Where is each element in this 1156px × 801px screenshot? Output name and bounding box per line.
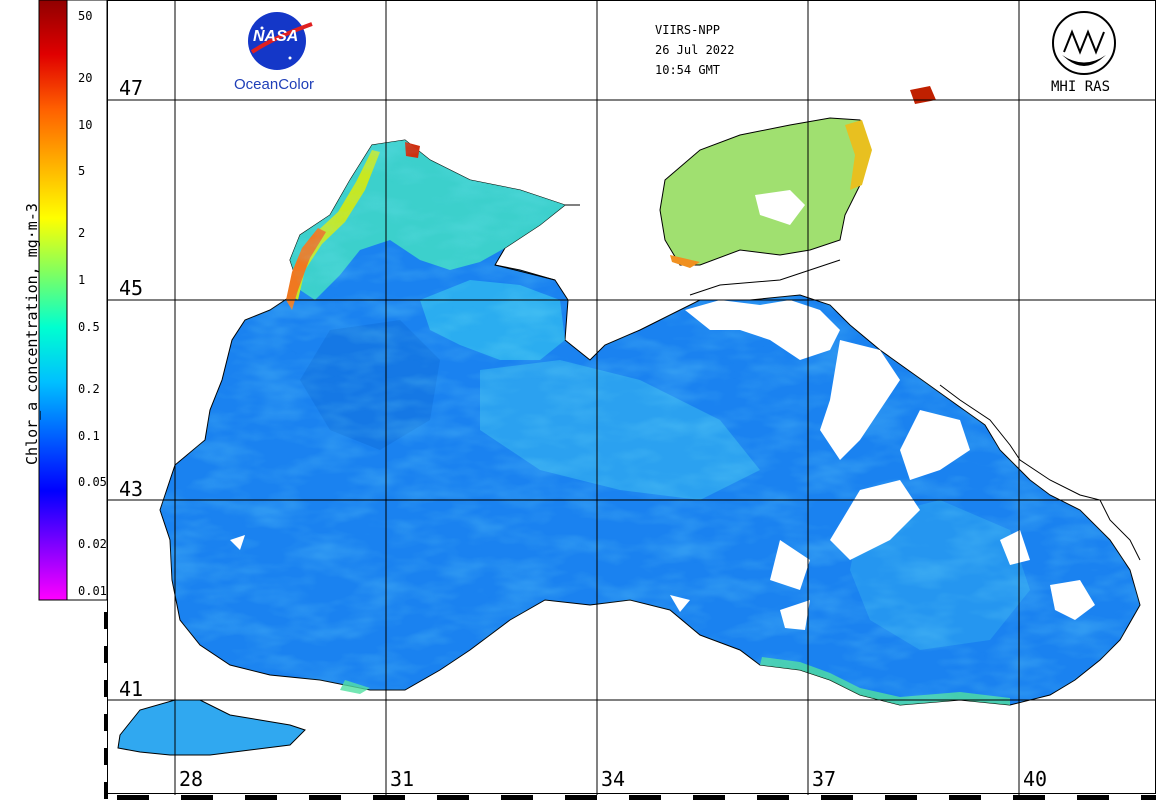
nasa-logo: [248, 12, 313, 70]
azov-south-band: [670, 255, 700, 268]
colorbar-tick: 20: [78, 70, 93, 85]
scale-segment: [104, 748, 108, 765]
lon-label-40: 40: [1023, 767, 1048, 791]
colorbar: [38, 0, 68, 601]
colorbar-tick: 2: [78, 226, 86, 241]
colorbar-tick-panel: [66, 0, 108, 601]
scale-segment: [885, 795, 917, 800]
lon-label-34: 34: [601, 767, 626, 791]
scale-segment: [757, 795, 789, 800]
colorbar-tick: 0.2: [78, 381, 100, 396]
colorbar-tick: 10: [78, 117, 93, 132]
scale-segment: [104, 612, 108, 629]
colorbar-tick: 0.5: [78, 319, 100, 334]
colorbar-tick: 0.01: [78, 584, 107, 598]
scale-segment: [437, 795, 469, 800]
colorbar-tick: 0.1: [78, 428, 100, 443]
lat-lon-grid: [107, 0, 1156, 795]
date-label: 26 Jul 2022: [655, 43, 735, 57]
nasa-logo-text: NASA: [253, 28, 299, 45]
crimea-outline: [494, 204, 841, 296]
scale-segment: [1077, 795, 1109, 800]
scale-segment: [373, 795, 405, 800]
scale-segment: [1141, 795, 1156, 800]
bottom-scale-bar: [117, 795, 1156, 800]
scale-segment: [629, 795, 661, 800]
mhi-ras-label: MHI RAS: [1051, 79, 1111, 95]
lat-label-47: 47: [119, 76, 144, 100]
scale-segment: [1013, 795, 1045, 800]
scale-segment: [104, 714, 108, 731]
caucasus-outline: [939, 384, 1141, 561]
scale-segment: [949, 795, 981, 800]
scale-segment: [104, 680, 108, 697]
scale-segment: [309, 795, 341, 800]
lat-label-45: 45: [119, 276, 144, 300]
oceancolor-label: OceanColor: [234, 76, 315, 93]
scale-segment: [117, 795, 149, 800]
scale-segment: [104, 782, 108, 799]
colorbar-title: Chlor_a concentration, mg·m-3: [23, 203, 41, 465]
colorbar-tick: 0.02: [78, 537, 107, 552]
azov-cloud: [755, 190, 805, 225]
lon-label-31: 31: [390, 767, 415, 791]
lon-label-28: 28: [179, 767, 204, 791]
colorbar-tick: 1: [78, 273, 86, 288]
lat-label-41: 41: [119, 677, 144, 701]
lon-label-37: 37: [812, 767, 837, 791]
lat-label-43: 43: [119, 477, 144, 501]
scale-segment: [181, 795, 213, 800]
scale-segment: [693, 795, 725, 800]
scale-segment: [821, 795, 853, 800]
time-label: 10:54 GMT: [655, 63, 721, 77]
mhi-logo: [1052, 11, 1116, 75]
sensor-label: VIIRS-NPP: [655, 23, 721, 37]
scale-segment: [501, 795, 533, 800]
scale-segment: [245, 795, 277, 800]
colorbar-tick: 5: [78, 164, 86, 179]
colorbar-tick: 50: [78, 9, 93, 23]
scale-segment: [104, 646, 108, 663]
colorbar-tick: 0.05: [78, 475, 107, 490]
danube-plume: [286, 228, 326, 310]
azov-east-band: [845, 120, 872, 190]
scale-segment: [565, 795, 597, 800]
